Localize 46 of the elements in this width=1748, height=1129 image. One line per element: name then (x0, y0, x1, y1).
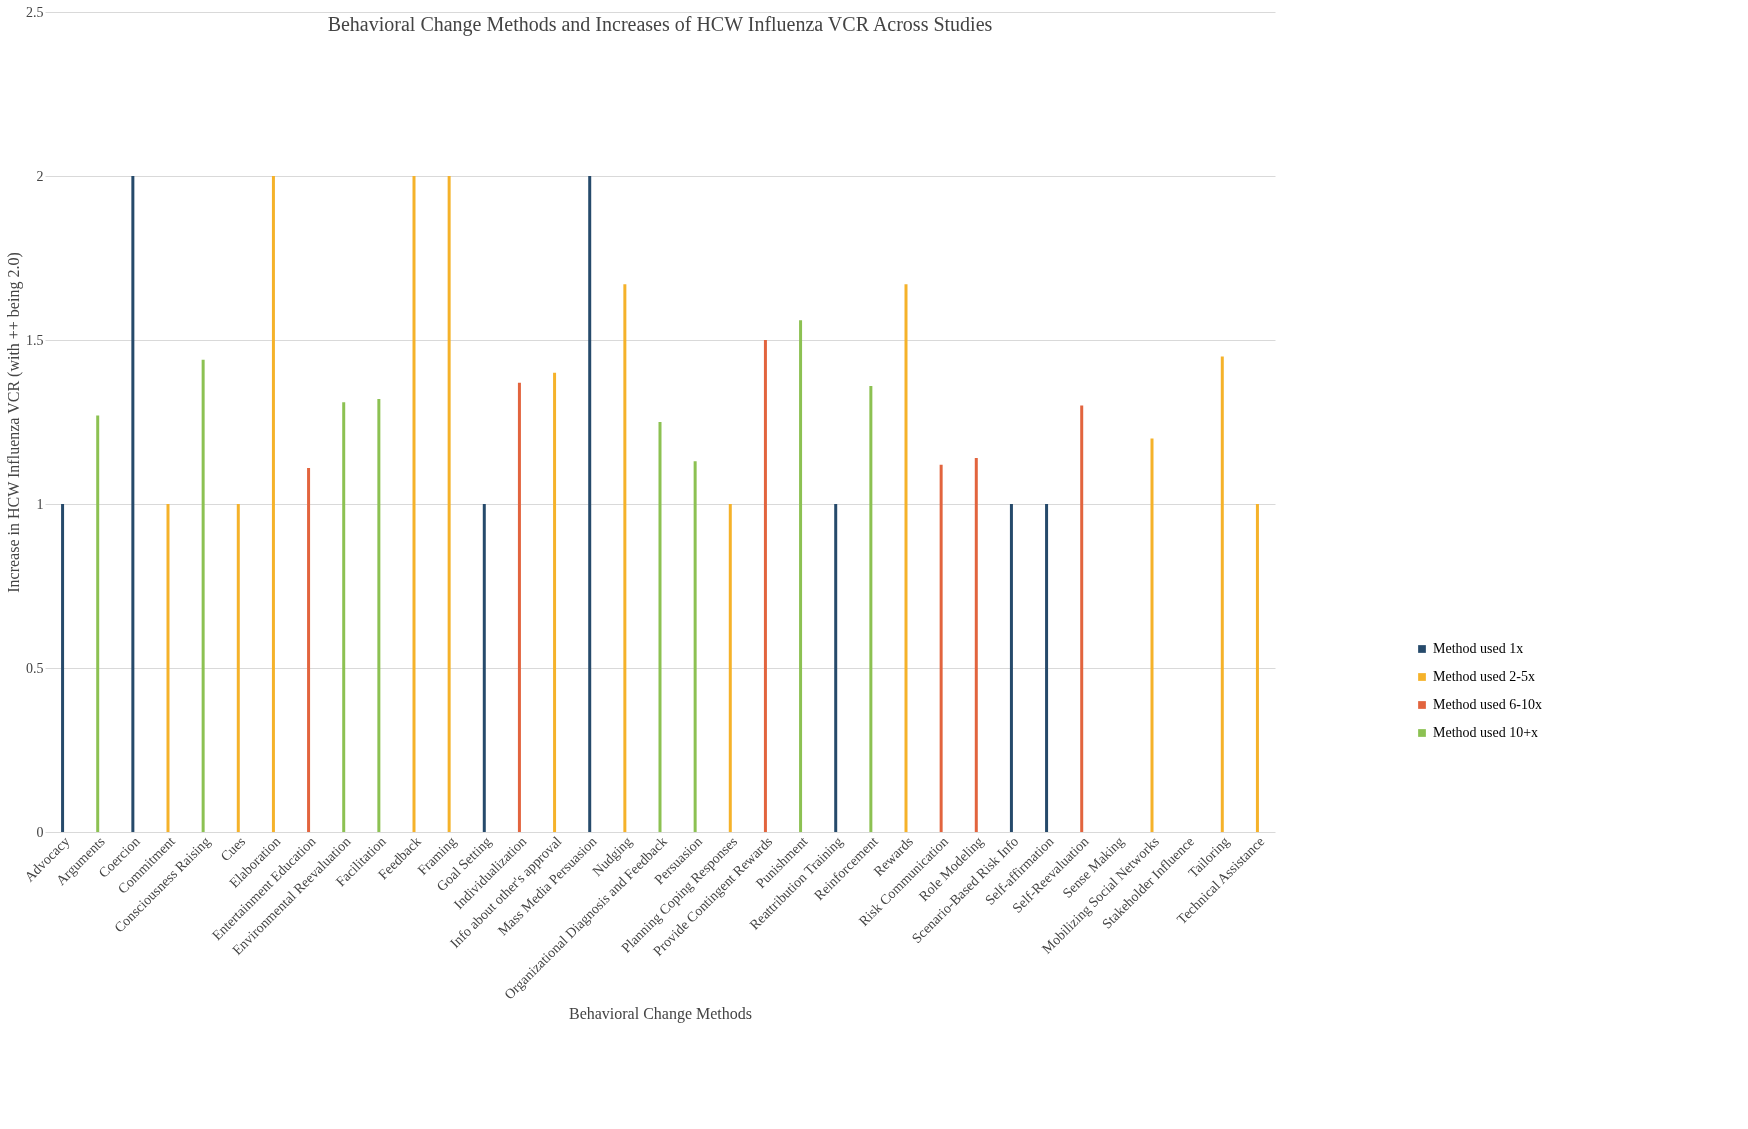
bar (1150, 438, 1154, 832)
bar (939, 464, 943, 832)
bar (1255, 504, 1259, 832)
bar (728, 504, 732, 832)
bar (904, 284, 908, 832)
bar (623, 284, 627, 832)
bar (377, 399, 381, 832)
y-tick-label: 2 (36, 168, 44, 184)
bar (482, 504, 486, 832)
y-tick-label: 1.5 (26, 332, 44, 348)
chart-title: Behavioral Change Methods and Increases of HCW Influenza VCR Across Studies (327, 13, 993, 36)
bar (201, 359, 205, 832)
bar (517, 382, 521, 832)
bar (1220, 356, 1224, 832)
legend-label: Method used 2-5x (1433, 669, 1535, 684)
bar (693, 461, 697, 832)
bar (1080, 405, 1084, 832)
bar (342, 402, 346, 832)
bar (96, 415, 100, 832)
bar (166, 504, 170, 832)
bar (763, 340, 767, 832)
y-tick-label: 0 (36, 824, 44, 840)
y-axis-title: Increase in HCW Influenza VCR (with ++ being 2.0) (5, 252, 23, 593)
bar (658, 422, 662, 832)
bar (236, 504, 240, 832)
bar (799, 320, 803, 832)
bar (1009, 504, 1013, 832)
y-tick-label: 1 (36, 496, 44, 512)
legend-label: Method used 10+x (1433, 725, 1539, 740)
bar (271, 176, 275, 832)
bar (307, 467, 311, 832)
bar (588, 176, 592, 832)
bar (412, 176, 416, 832)
bar (869, 385, 873, 832)
bar (61, 504, 65, 832)
legend-label: Method used 6-10x (1433, 697, 1542, 712)
y-tick-label: 2.5 (26, 4, 44, 20)
bar (834, 504, 838, 832)
bar (974, 458, 978, 832)
bar (553, 372, 557, 832)
legend-label: Method used 1x (1433, 641, 1524, 656)
y-tick-label: 0.5 (26, 660, 44, 676)
bar (131, 176, 135, 832)
bar (1045, 504, 1049, 832)
bar (447, 176, 451, 832)
x-axis-title: Behavioral Change Methods (568, 1005, 753, 1024)
